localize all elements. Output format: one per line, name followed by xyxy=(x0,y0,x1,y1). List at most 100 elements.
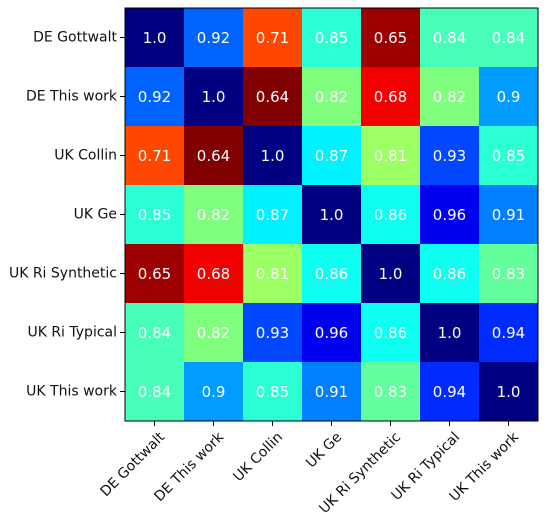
cell-value-label-2-6: 0.85 xyxy=(492,147,525,165)
heatmap-cell-6-6 xyxy=(479,362,539,422)
heatmap-cell-1-1 xyxy=(184,67,244,127)
cell-value-label-5-1: 0.82 xyxy=(197,324,230,342)
cell-value-label-4-3: 0.86 xyxy=(315,265,348,283)
heatmap-cell-1-2 xyxy=(243,67,303,127)
cell-value-label-6-1: 0.9 xyxy=(202,383,226,401)
heatmap-cell-4-5 xyxy=(420,244,480,304)
heatmap-cell-2-2 xyxy=(243,126,303,186)
cell-value-label-4-6: 0.83 xyxy=(492,265,525,283)
cell-value-label-1-6: 0.9 xyxy=(497,88,521,106)
heatmap-cell-5-5 xyxy=(420,303,480,363)
heatmap-cell-2-0 xyxy=(125,126,185,186)
heatmap-cell-1-3 xyxy=(302,67,362,127)
heatmap-cell-5-3 xyxy=(302,303,362,363)
heatmap-cell-3-1 xyxy=(184,185,244,245)
heatmap-cell-2-6 xyxy=(479,126,539,186)
heatmap-cell-1-4 xyxy=(361,67,421,127)
heatmap-cell-4-0 xyxy=(125,244,185,304)
cell-value-label-0-2: 0.71 xyxy=(256,29,289,47)
heatmap-cell-2-1 xyxy=(184,126,244,186)
heatmap-cell-6-1 xyxy=(184,362,244,422)
heatmap-cell-0-3 xyxy=(302,8,362,68)
cell-value-label-5-6: 0.94 xyxy=(492,324,525,342)
heatmap-cell-4-6 xyxy=(479,244,539,304)
cell-value-label-3-4: 0.86 xyxy=(374,206,407,224)
cell-value-label-4-2: 0.81 xyxy=(256,265,289,283)
cell-value-label-0-1: 0.92 xyxy=(197,29,230,47)
heatmap-cell-3-0 xyxy=(125,185,185,245)
cell-value-label-1-1: 1.0 xyxy=(202,88,226,106)
heatmap-cell-0-2 xyxy=(243,8,303,68)
y-tick-label-2: UK Collin xyxy=(54,148,117,164)
cell-value-label-0-3: 0.85 xyxy=(315,29,348,47)
y-tick-label-3: UK Ge xyxy=(74,207,117,223)
cell-value-label-1-0: 0.92 xyxy=(138,88,171,106)
heatmap-cell-3-6 xyxy=(479,185,539,245)
cell-value-label-5-2: 0.93 xyxy=(256,324,289,342)
heatmap-cell-4-1 xyxy=(184,244,244,304)
y-tick-label-0: DE Gottwalt xyxy=(33,30,117,46)
heatmap-cell-5-6 xyxy=(479,303,539,363)
cell-value-label-2-3: 0.87 xyxy=(315,147,348,165)
cell-value-label-2-2: 1.0 xyxy=(261,147,285,165)
heatmap-cell-4-2 xyxy=(243,244,303,304)
y-tick-label-1: DE This work xyxy=(26,89,118,105)
cell-value-label-4-5: 0.86 xyxy=(433,265,466,283)
cell-value-label-3-5: 0.96 xyxy=(433,206,466,224)
cell-value-label-0-4: 0.65 xyxy=(374,29,407,47)
heatmap-cells xyxy=(125,8,539,422)
cell-value-label-0-6: 0.84 xyxy=(492,29,525,47)
cell-value-label-3-6: 0.91 xyxy=(492,206,525,224)
y-tick-label-6: UK This work xyxy=(26,384,118,400)
cell-value-label-5-0: 0.84 xyxy=(138,324,171,342)
cell-value-label-2-1: 0.64 xyxy=(197,147,230,165)
cell-value-labels: 1.0 0.92 0.71 0.85 0.65 0.84 0.84 0.92 1.0 0.64 0.… xyxy=(138,29,525,401)
y-axis-ticks: DE Gottwalt DE This work UK Collin UK Ge UK … xyxy=(9,30,125,400)
heatmap-cell-3-5 xyxy=(420,185,480,245)
cell-value-label-3-2: 0.87 xyxy=(256,206,289,224)
cell-value-label-5-5: 1.0 xyxy=(438,324,462,342)
heatmap-cell-5-2 xyxy=(243,303,303,363)
y-tick-label-5: UK Ri Typical xyxy=(27,325,117,341)
cell-value-label-3-0: 0.85 xyxy=(138,206,171,224)
heatmap-cell-0-0 xyxy=(125,8,185,68)
heatmap-cell-2-4 xyxy=(361,126,421,186)
cell-value-label-5-4: 0.86 xyxy=(374,324,407,342)
heatmap-cell-2-5 xyxy=(420,126,480,186)
heatmap-cell-6-0 xyxy=(125,362,185,422)
cell-value-label-1-5: 0.82 xyxy=(433,88,466,106)
heatmap-cell-4-4 xyxy=(361,244,421,304)
heatmap-cell-6-4 xyxy=(361,362,421,422)
heatmap-cell-5-1 xyxy=(184,303,244,363)
cell-value-label-5-3: 0.96 xyxy=(315,324,348,342)
cell-value-label-4-4: 1.0 xyxy=(379,265,403,283)
heatmap-cell-5-4 xyxy=(361,303,421,363)
x-tick-label-2: UK Collin xyxy=(230,429,286,485)
cell-value-label-4-1: 0.68 xyxy=(197,265,230,283)
cell-value-label-2-4: 0.81 xyxy=(374,147,407,165)
x-tick-label-3: UK Ge xyxy=(303,429,345,471)
heatmap-cell-3-4 xyxy=(361,185,421,245)
heatmap-cell-0-6 xyxy=(479,8,539,68)
cell-value-label-1-2: 0.64 xyxy=(256,88,289,106)
cell-value-label-6-4: 0.83 xyxy=(374,383,407,401)
heatmap-cell-6-3 xyxy=(302,362,362,422)
heatmap-cell-0-5 xyxy=(420,8,480,68)
heatmap-cell-2-3 xyxy=(302,126,362,186)
heatmap-cell-1-0 xyxy=(125,67,185,127)
heatmap-cell-5-0 xyxy=(125,303,185,363)
heatmap-cell-6-5 xyxy=(420,362,480,422)
cell-value-label-6-2: 0.85 xyxy=(256,383,289,401)
cell-value-label-0-0: 1.0 xyxy=(143,29,167,47)
cell-value-label-1-3: 0.82 xyxy=(315,88,348,106)
cell-value-label-6-3: 0.91 xyxy=(315,383,348,401)
heatmap-cell-3-3 xyxy=(302,185,362,245)
heatmap-cell-0-1 xyxy=(184,8,244,68)
heatmap-cell-0-4 xyxy=(361,8,421,68)
cell-value-label-2-5: 0.93 xyxy=(433,147,466,165)
cell-value-label-2-0: 0.71 xyxy=(138,147,171,165)
cell-value-label-6-5: 0.94 xyxy=(433,383,466,401)
cell-value-label-3-3: 1.0 xyxy=(320,206,344,224)
heatmap-cell-3-2 xyxy=(243,185,303,245)
